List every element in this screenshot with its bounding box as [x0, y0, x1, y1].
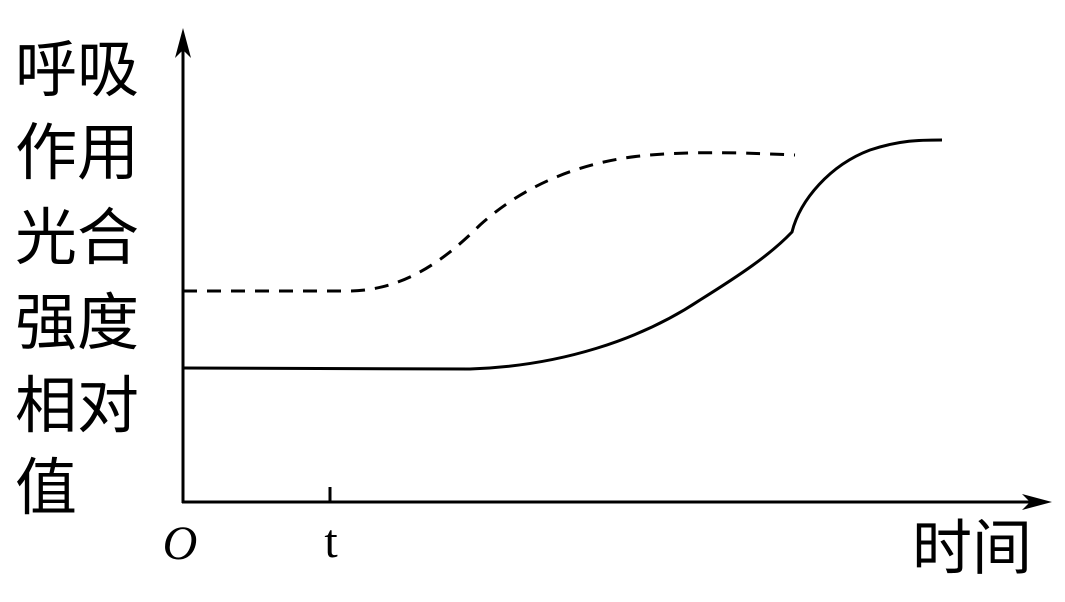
- dashed-curve: [183, 151, 796, 293]
- solid-curve: [182, 138, 943, 371]
- y-axis-label: 呼吸 作用 光合 强度 相对 值: [15, 37, 139, 523]
- origin-label: O: [163, 517, 198, 570]
- y-axis-label-line: 作用: [15, 120, 139, 188]
- y-axis-arrow: [175, 28, 191, 58]
- y-axis-label-line: 值: [15, 455, 77, 523]
- y-axis-label-line: 相对: [15, 373, 139, 441]
- x-axis-label: 时间: [912, 516, 1032, 582]
- y-axis-label-line: 光合: [15, 205, 139, 273]
- x-axis-arrow: [1022, 494, 1052, 510]
- y-axis-label-line: 强度: [15, 290, 139, 358]
- x-tick-label: t: [324, 515, 338, 568]
- y-axis-label-line: 呼吸: [15, 37, 139, 105]
